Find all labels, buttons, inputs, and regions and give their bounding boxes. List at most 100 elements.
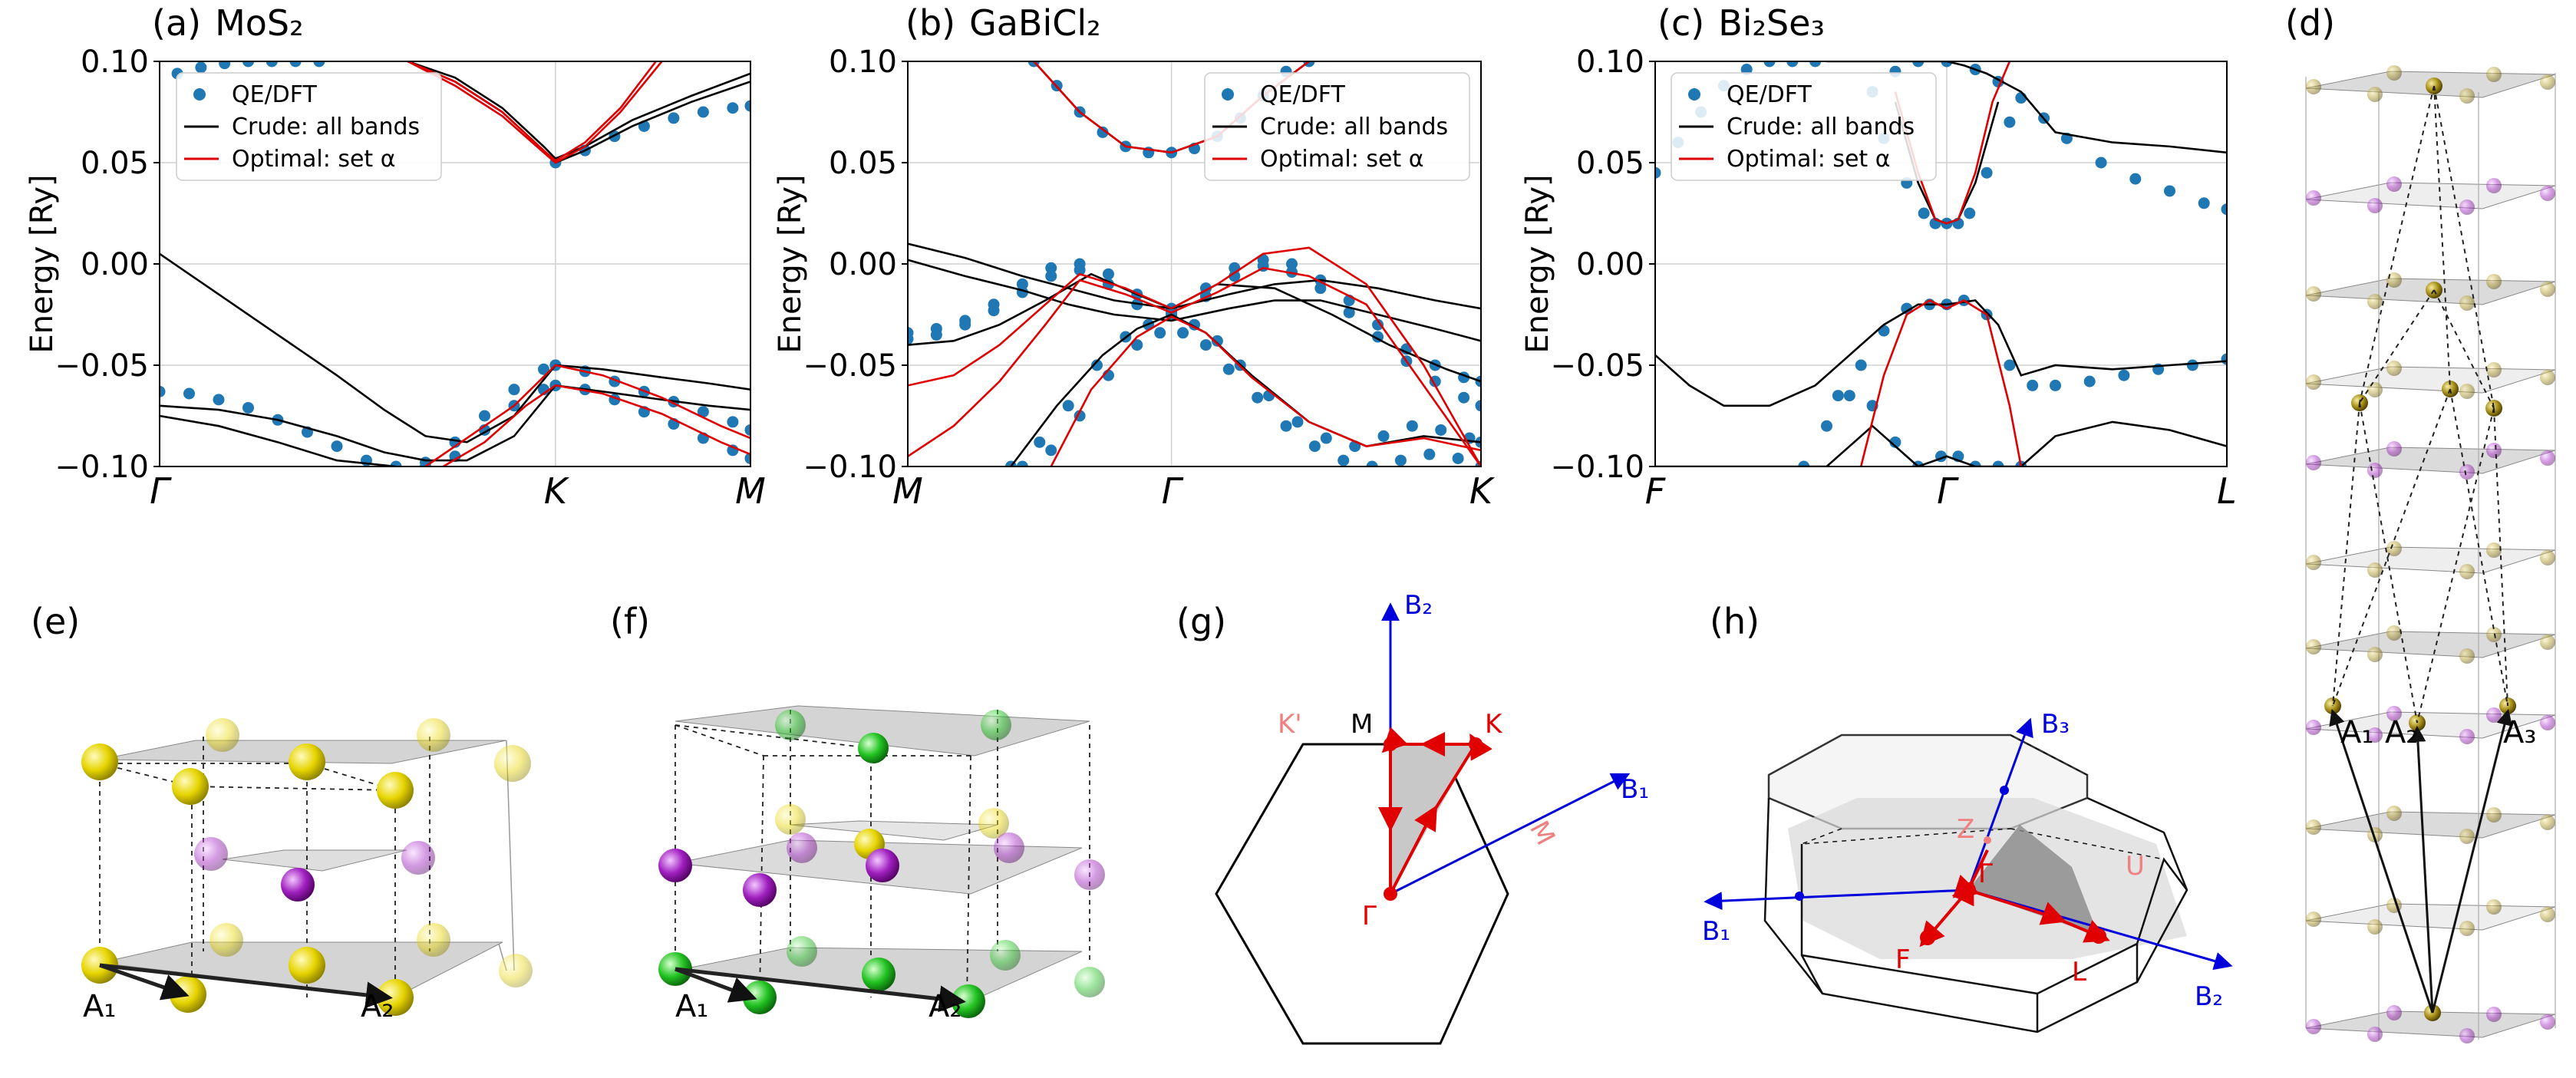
layer-plane-6 [2305, 631, 2556, 658]
crude-band-1 [160, 384, 750, 462]
atom-s-faded [417, 923, 450, 957]
crude-band-4 [407, 61, 750, 160]
atom-faded [2306, 79, 2321, 94]
dft-point [2050, 379, 2061, 391]
dft-point [1843, 390, 1855, 402]
atom-s [377, 772, 414, 809]
lattice-label-d-a2: A₂ [2385, 715, 2418, 750]
dft-point [1878, 325, 1890, 337]
legend-marker-dft [1688, 88, 1700, 101]
dft-point [908, 333, 914, 345]
atom-faded [2367, 1027, 2383, 1042]
legend-marker-dft [193, 88, 206, 101]
atom-bi [866, 849, 899, 882]
top-edge-3 [191, 786, 396, 791]
crude-band-2 [160, 414, 397, 466]
ytick-label-3: −0.05 [54, 348, 149, 384]
ytick-label-3: −0.05 [1550, 348, 1644, 384]
high-symmetry-path [1378, 727, 1492, 895]
atom-cl [862, 958, 895, 991]
atom-bi-faded [994, 832, 1024, 863]
atom-ga-faded [775, 804, 806, 835]
legend-entry-1: Crude: all bands [232, 114, 420, 140]
ytick-label-1: 0.05 [1576, 146, 1644, 181]
atom-faded [2306, 639, 2321, 654]
lattice-label-d-a3: A₃ [2503, 715, 2536, 750]
xtick-label-0: F [1645, 470, 1666, 512]
ytick-label-3: −0.05 [803, 348, 897, 384]
atom-faded [2306, 190, 2321, 206]
ylabel-a: Energy [Ry] [25, 174, 60, 353]
legend-b: QE/DFT Crude: all bands Optimal: set α [1204, 72, 1470, 181]
dft-point [331, 440, 343, 453]
optimal-band-1 [407, 61, 657, 162]
crude-band-2 [1826, 61, 2227, 154]
legend-a: QE/DFT Crude: all bands Optimal: set α [176, 72, 442, 181]
mid-plane-2 [790, 820, 998, 841]
bz3d-edges-front [1800, 844, 2188, 1032]
bz-hexagon [1215, 743, 1509, 1045]
layer-plane-9 [2305, 903, 2556, 931]
legend-entry-1: Crude: all bands [1260, 114, 1448, 140]
dft-point [727, 416, 739, 428]
xtick-label-1: K [544, 470, 570, 512]
dft-point [1102, 268, 1114, 280]
dashed-link-4 [2433, 289, 2495, 409]
atom-faded [2306, 374, 2321, 390]
atom-faded [2306, 286, 2321, 302]
ylabel-b: Energy [Ry] [773, 174, 808, 353]
chart-a: 0.10 0.05 0.00 −0.05 −0.10Γ K M Energy [Ry] QE/D… [25, 45, 766, 512]
panel-a: (a) MoS₂ 0.10 0.05 0.00 −0.05 −0.10Γ K M Energy … [25, 2, 766, 512]
optimal-band-2 [424, 364, 750, 466]
dft-point [2164, 185, 2175, 197]
atom-faded [2386, 361, 2402, 376]
atom-faded [2540, 550, 2555, 565]
dft-point [1821, 420, 1832, 432]
ytick-label-1: 0.05 [81, 146, 149, 181]
xtick-label-1: Γ [1937, 470, 1959, 512]
dft-point [1199, 339, 1212, 351]
atom-faded [2306, 720, 2321, 735]
dft-point [1855, 359, 1867, 371]
atom-faded [2540, 370, 2555, 385]
atom-faded [2386, 272, 2402, 288]
atom-faded [2306, 555, 2321, 570]
dft-point [1809, 61, 1822, 68]
dft-point [1045, 444, 1057, 457]
xtick-label-0: M [892, 470, 923, 512]
panel-c: (c) Bi₂Se₃ 0.10 0.05 0.00 −0.05 −0.10F Γ L Energ… [1520, 2, 2237, 512]
panel-a-title: MoS₂ [215, 2, 303, 44]
atom-cl-faded [1074, 967, 1105, 997]
dft-point [2118, 369, 2130, 381]
ytick-label-2: 0.00 [81, 247, 149, 282]
atom-faded [2486, 542, 2502, 558]
panel-a-letter: (a) [152, 2, 201, 44]
dft-point [1016, 460, 1028, 466]
panel-b: (b) GaBiCl₂ 0.10 0.05 0.00 −0.05 −0.10M Γ K Ener… [773, 2, 1496, 512]
axes-frame-a [159, 61, 751, 467]
dft-point [1992, 460, 2004, 466]
legend-entry-0: QE/DFT [1727, 81, 1812, 108]
dft-point [508, 384, 520, 396]
dft-point [1655, 166, 1661, 179]
atom-s-top-faded [417, 718, 450, 752]
dft-point [289, 61, 302, 68]
atom-faded [2459, 648, 2475, 664]
dft-point [2129, 173, 2142, 185]
b2-label: B₂ [1404, 590, 1433, 621]
dft-point [744, 452, 750, 464]
dashed-link-2 [2433, 85, 2495, 409]
atom-faded [2367, 919, 2383, 935]
dft-point [1222, 363, 1235, 375]
lattice-vector-a2 [99, 963, 393, 1009]
atom-bi [743, 873, 777, 907]
dft-point [1452, 452, 1464, 464]
z-point [1984, 836, 1991, 844]
legend-box [176, 72, 442, 181]
ytick-label-0: 0.10 [1576, 45, 1644, 80]
mid-plane [222, 849, 407, 872]
panel-b-title: GaBiCl₂ [969, 2, 1101, 44]
dft-point [1763, 61, 1776, 68]
atom-s-faded [499, 954, 533, 987]
u-label: U [2126, 851, 2145, 882]
